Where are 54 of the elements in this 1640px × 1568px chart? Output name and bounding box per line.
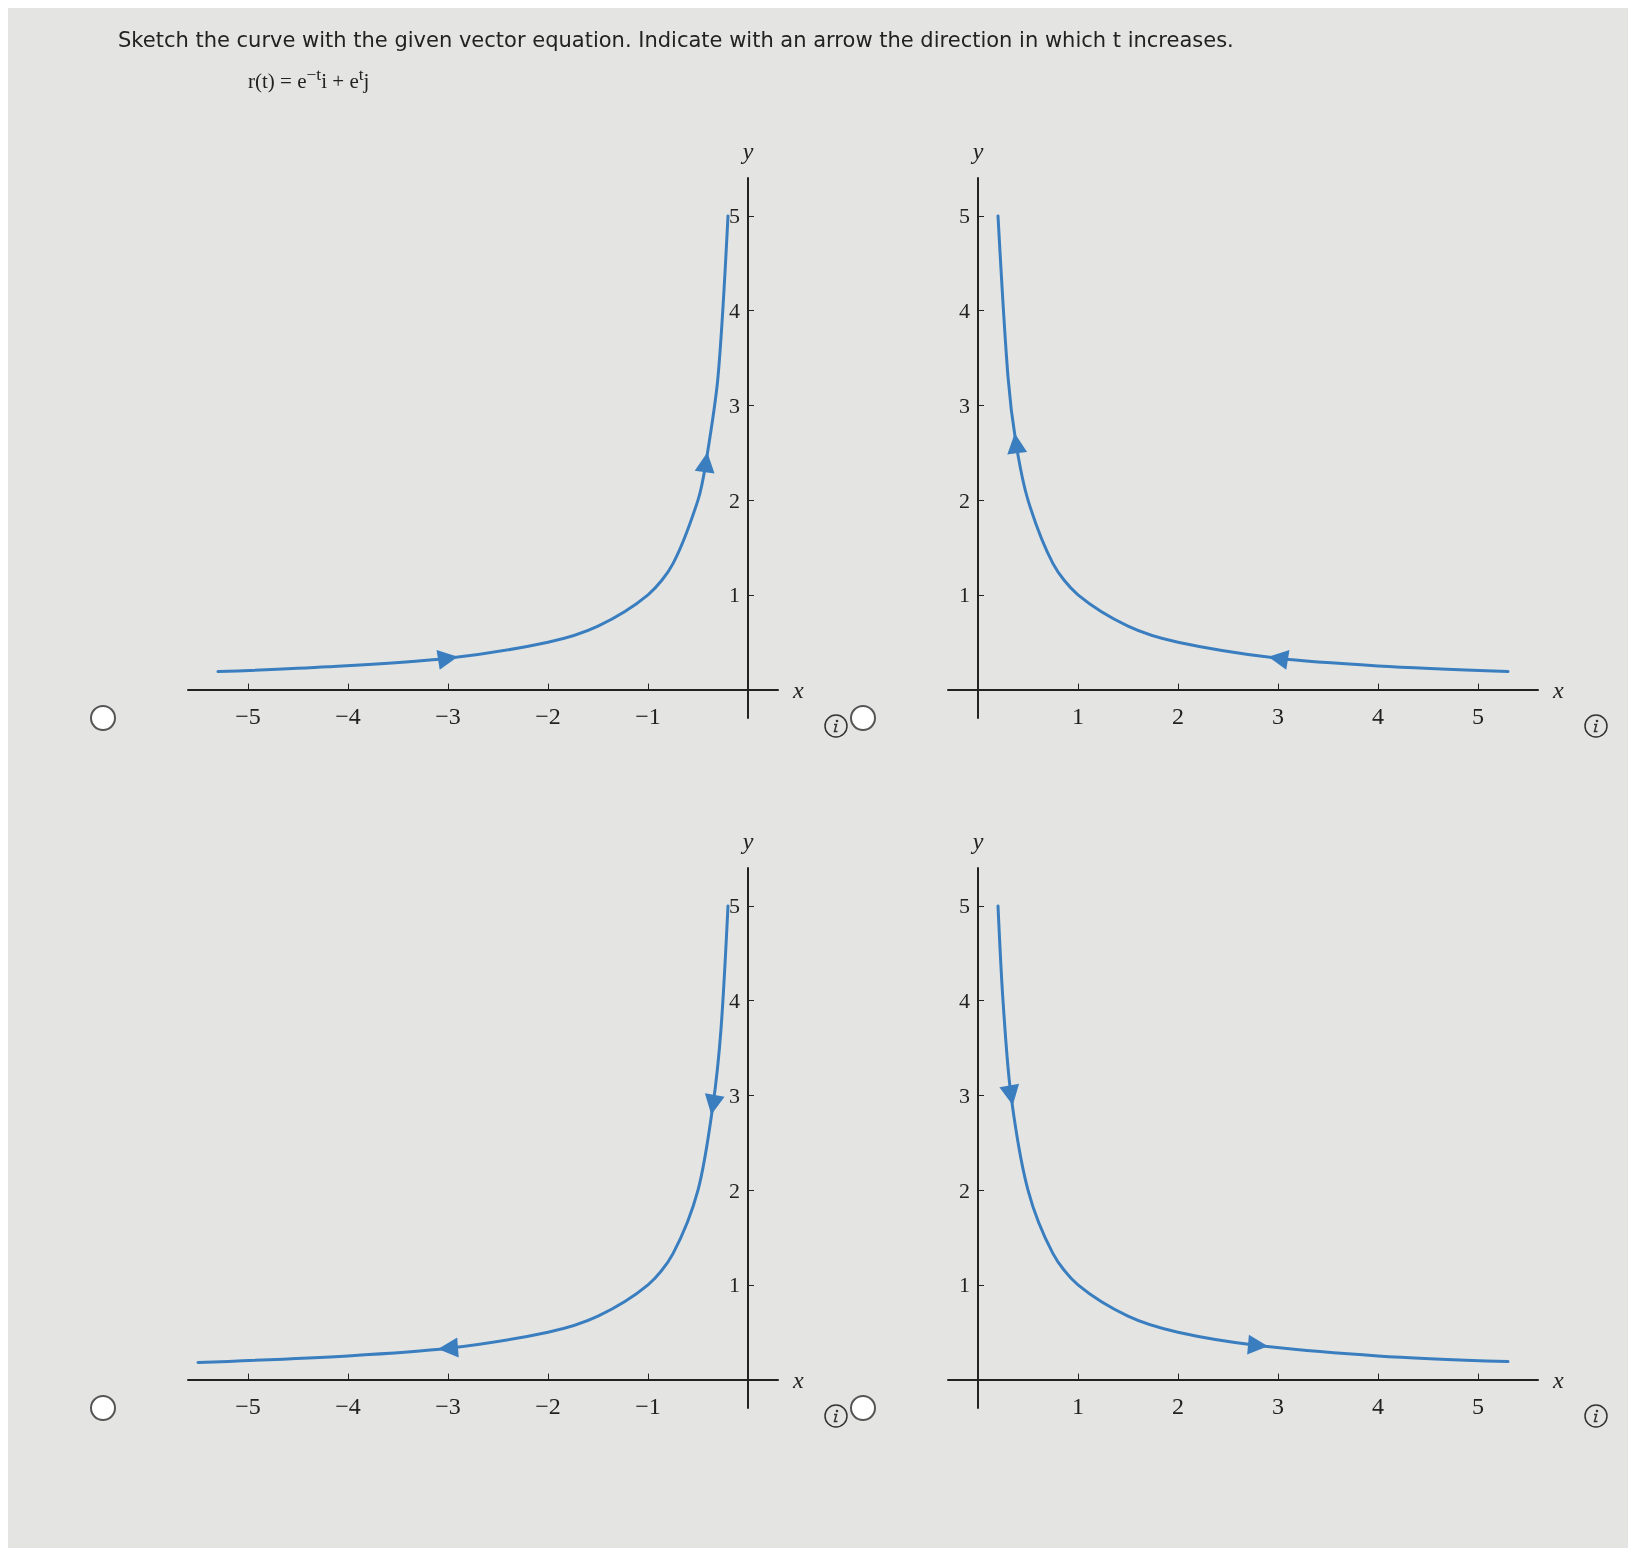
x-tick-label: 4 [1372,1392,1384,1419]
x-tick-label: −4 [335,1392,361,1419]
y-tick-label: 2 [959,487,970,513]
y-axis-title: y [970,138,984,164]
x-tick-label: −1 [635,702,661,729]
x-tick-label: −5 [235,702,261,729]
x-axis-title: x [1552,676,1564,703]
x-axis-title: x [1552,1366,1564,1393]
line-series [196,904,730,1365]
y-tick-label: 4 [729,298,740,324]
x-tick-label: −1 [635,1392,661,1419]
y-tick-label: 1 [729,582,740,608]
y-tick-label: 1 [729,1272,740,1298]
x-axis-title: x [792,1366,804,1393]
x-tick-label: −2 [535,1392,561,1419]
y-axis-title: y [740,828,754,854]
chart-title: Sketch the curve with the given vector equation. Indicate with an arrow the direction in which t increases. [118,28,1234,52]
y-tick-label: 4 [959,298,970,324]
x-tick-label: 3 [1272,1392,1284,1419]
line-series [216,214,730,674]
y-tick-label: 2 [959,1177,970,1203]
x-tick-label: 5 [1472,1392,1484,1419]
y-tick-label: 2 [729,1177,740,1203]
x-tick-label: 2 [1172,1392,1184,1419]
y-axis-title: y [740,138,754,164]
x-tick-label: 3 [1272,702,1284,729]
chart-subtitle: r(t) = e$^{−t}$i + e$^{t}$j [248,64,371,94]
x-tick-label: −3 [435,1392,461,1419]
y-tick-label: 3 [959,1082,970,1108]
y-tick-label: 2 [729,487,740,513]
y-tick-label: 4 [959,988,970,1014]
x-tick-label: 5 [1472,702,1484,729]
y-tick-label: 1 [959,1272,970,1298]
y-tick-label: 3 [729,392,740,418]
x-axis-title: x [792,676,804,703]
y-tick-label: 3 [959,392,970,418]
y-tick-label: 5 [959,203,970,229]
y-axis-title: y [970,828,984,854]
x-tick-label: 1 [1072,702,1084,729]
y-tick-label: 1 [959,582,970,608]
y-tick-label: 5 [959,893,970,919]
line-series [996,904,1510,1364]
x-tick-label: −2 [535,702,561,729]
y-tick-label: 5 [729,203,740,229]
x-tick-label: −4 [335,702,361,729]
x-tick-label: −3 [435,702,461,729]
line-series [996,214,1510,674]
x-tick-label: 2 [1172,702,1184,729]
y-tick-label: 4 [729,988,740,1014]
y-tick-label: 5 [729,893,740,919]
y-tick-label: 3 [729,1082,740,1108]
x-tick-label: 1 [1072,1392,1084,1419]
x-tick-label: −5 [235,1392,261,1419]
x-tick-label: 4 [1372,702,1384,729]
